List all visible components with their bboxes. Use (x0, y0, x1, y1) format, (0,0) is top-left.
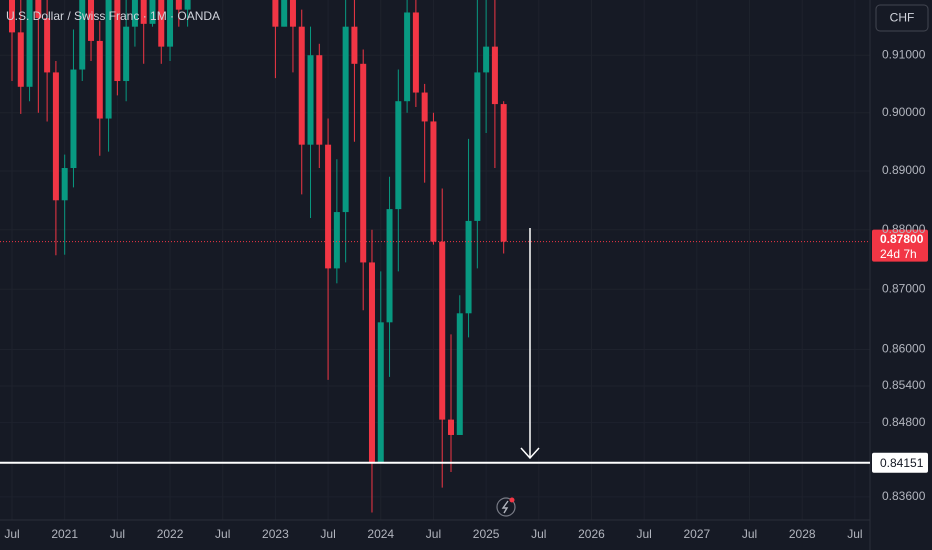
x-tick-label: 2024 (367, 527, 394, 541)
candle-body (395, 101, 402, 210)
y-tick-label: 0.88000 (882, 222, 926, 236)
y-tick-label: 0.90000 (882, 105, 926, 119)
candle-body (123, 26, 130, 82)
currency-button[interactable]: CHF (875, 4, 929, 32)
candle-body (52, 72, 59, 201)
y-tick-label: 0.86000 (882, 342, 926, 356)
x-tick-label: Jul (320, 527, 335, 541)
last-price-box (872, 229, 928, 262)
candle-body (421, 92, 428, 122)
candle-body (412, 12, 419, 93)
candle-body (79, 0, 86, 70)
candle-body (281, 0, 288, 27)
candle-body (88, 0, 95, 41)
y-tick-label: 0.91000 (882, 47, 926, 61)
candle-body (114, 0, 121, 82)
x-tick-label: Jul (426, 527, 441, 541)
x-tick-label: Jul (215, 527, 230, 541)
candle-body (35, 0, 42, 19)
y-tick-label: 0.83600 (882, 489, 926, 503)
x-tick-label: 2025 (473, 527, 500, 541)
candle-body (360, 63, 367, 263)
candle-body (333, 212, 340, 269)
candle-body (298, 26, 305, 145)
candle-body (368, 262, 375, 463)
y-tick-label: 0.85400 (882, 378, 926, 392)
candle-body (342, 26, 349, 213)
x-tick-label: Jul (4, 527, 19, 541)
y-tick-label: 0.89000 (882, 163, 926, 177)
candle-body (386, 209, 393, 323)
candle-body (131, 0, 138, 27)
currency-label: CHF (890, 11, 915, 25)
candle-body (325, 144, 332, 269)
candle-body (456, 313, 463, 435)
x-tick-label: 2027 (683, 527, 710, 541)
event-icon[interactable] (496, 497, 516, 517)
candle-body (272, 0, 279, 27)
candle-body (500, 104, 507, 242)
plot-area (0, 0, 870, 513)
candle-body (307, 55, 314, 145)
candle-body (175, 0, 182, 10)
candle-body (149, 0, 156, 24)
candle-body (474, 72, 481, 221)
icon-ring (496, 497, 516, 517)
candle-body (483, 46, 490, 73)
x-tick-label: 2021 (51, 527, 78, 541)
x-tick-label: Jul (847, 527, 862, 541)
icon-bolt (501, 500, 509, 514)
candle-body (404, 12, 411, 102)
horizontal-line-box (872, 452, 928, 473)
x-tick-label: 2026 (578, 527, 605, 541)
candle-body (448, 419, 454, 435)
x-tick-label: Jul (742, 527, 757, 541)
candle-body (491, 46, 498, 105)
icon-dot (509, 497, 515, 503)
x-tick-label: Jul (110, 527, 125, 541)
x-tick-label: 2023 (262, 527, 289, 541)
candle-body (44, 18, 51, 73)
candle-body (289, 0, 296, 27)
candle-body (26, 0, 33, 87)
candle-body (167, 0, 174, 47)
chart-title: U.S. Dollar / Swiss Franc · 1M · OANDA (6, 9, 220, 23)
y-tick-label: 0.87000 (882, 281, 926, 295)
arrow-drawing[interactable] (520, 228, 540, 460)
candle-body (439, 241, 446, 420)
candle-body (140, 0, 147, 24)
x-tick-label: 2028 (789, 527, 816, 541)
last-price-label: 0.87800 (880, 232, 924, 246)
candle-body (377, 322, 384, 463)
candle-body (465, 220, 472, 314)
candle-body (316, 55, 323, 145)
candle-body (184, 0, 191, 10)
candle-body (430, 121, 437, 242)
y-tick-label: 0.84800 (882, 415, 926, 429)
x-tick-label: Jul (636, 527, 651, 541)
x-tick-label: Jul (531, 527, 546, 541)
arrow-head (520, 447, 540, 460)
horizontal-line-label: 0.84151 (880, 456, 924, 470)
candle-body (96, 40, 103, 119)
candle-body (9, 0, 15, 33)
candle-body (351, 26, 358, 64)
candle-body (61, 168, 68, 201)
candle-body (105, 0, 112, 119)
candle-body (158, 0, 165, 47)
button-frame (875, 4, 929, 32)
x-tick-label: 2022 (157, 527, 184, 541)
countdown-label: 24d 7h (880, 247, 917, 261)
candle-body (70, 69, 77, 169)
candle-body (17, 32, 24, 87)
